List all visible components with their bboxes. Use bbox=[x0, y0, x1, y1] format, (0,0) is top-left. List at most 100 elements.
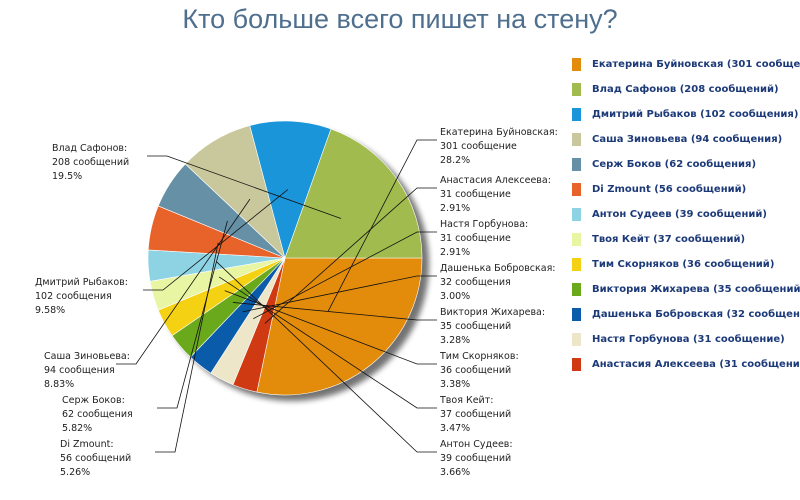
slice-label-твоя-кейт: Твоя Кейт: 37 сообщений 3.47% bbox=[439, 395, 511, 434]
slice-label-percent: 19.5% bbox=[52, 171, 82, 182]
slice-label-count: 36 сообщений bbox=[440, 365, 511, 376]
slice-label-percent: 2.91% bbox=[440, 247, 470, 258]
leader-line-твоя-кейт bbox=[218, 276, 437, 409]
legend-item-анастасия-алексеева: Анастасия Алексеева (31 сообщение) bbox=[572, 352, 800, 377]
slice-label-name: Екатерина Буйновская: bbox=[440, 127, 558, 138]
slice-label-name: Настя Горбунова: bbox=[440, 219, 528, 230]
legend-item-настя-горбунова: Настя Горбунова (31 сообщение) bbox=[572, 327, 800, 352]
slice-label-дмитрий-рыбаков: Дмитрий Рыбаков: 102 сообщения 9.58% bbox=[35, 277, 128, 316]
slice-label-анастасия-алексеева: Анастасия Алексеева: 31 сообщение 2.91% bbox=[440, 175, 551, 214]
legend-swatch bbox=[572, 83, 581, 96]
slice-label-percent: 9.58% bbox=[35, 305, 65, 316]
slice-label-count: 94 сообщения bbox=[44, 365, 115, 376]
leader-line-виктория-жихарева bbox=[232, 302, 437, 321]
slice-label-count: 39 сообщений bbox=[440, 453, 511, 464]
legend-swatch bbox=[572, 133, 581, 146]
legend-item-екатерина-буйновская: Екатерина Буйновская (301 сообщение) bbox=[572, 52, 800, 77]
slice-label-антон-судеев: Антон Судеев: 39 сообщений 3.66% bbox=[440, 439, 513, 478]
slice-label-count: 208 сообщений bbox=[52, 157, 129, 168]
legend-swatch bbox=[572, 258, 581, 271]
slice-labels: Екатерина Буйновская: 301 сообщение 28.2% А… bbox=[35, 127, 558, 478]
slice-label-name: Серж Боков: bbox=[62, 395, 125, 406]
legend-label: Екатерина Буйновская (301 сообщение) bbox=[592, 59, 800, 70]
slice-label-count: 31 сообщение bbox=[440, 189, 511, 200]
leader-line-di-zmount bbox=[155, 242, 219, 453]
legend-label: Серж Боков (62 сообщения) bbox=[592, 159, 757, 170]
leader-line-саша-зиновьева bbox=[116, 198, 251, 365]
slice-label-name: Тим Скорняков: bbox=[439, 351, 519, 362]
slice-label-percent: 3.47% bbox=[440, 423, 470, 434]
legend-label: Твоя Кейт (37 сообщений) bbox=[592, 234, 746, 245]
leader-line-анастасия-алексеева bbox=[264, 187, 437, 324]
legend-swatch bbox=[572, 333, 581, 346]
pie-slice-дмитрий-рыбаков bbox=[249, 120, 332, 260]
slice-label-name: Дмитрий Рыбаков: bbox=[35, 277, 128, 288]
slice-label-percent: 3.00% bbox=[440, 291, 470, 302]
legend-swatch bbox=[572, 283, 581, 296]
slice-label-виктория-жихарева: Виктория Жихарева: 35 сообщений 3.28% bbox=[440, 307, 545, 346]
slice-label-name: Di Zmount: bbox=[60, 439, 114, 450]
legend-item-виктория-жихарева: Виктория Жихарева (35 сообщений) bbox=[572, 277, 800, 302]
legend-item-дмитрий-рыбаков: Дмитрий Рыбаков (102 сообщения) bbox=[572, 102, 800, 127]
legend-item-антон-судеев: Антон Судеев (39 сообщений) bbox=[572, 202, 800, 227]
legend-label: Влад Сафонов (208 сообщений) bbox=[592, 84, 779, 95]
legend-label: Дашенька Бобровская (32 сообщения) bbox=[592, 309, 800, 320]
slice-label-di-zmount: Di Zmount: 56 сообщений 5.26% bbox=[60, 439, 131, 478]
legend-swatch bbox=[572, 208, 581, 221]
legend-item-влад-сафонов: Влад Сафонов (208 сообщений) bbox=[572, 77, 800, 102]
slice-label-percent: 3.66% bbox=[440, 467, 470, 478]
slice-label-влад-сафонов: Влад Сафонов: 208 сообщений 19.5% bbox=[52, 143, 129, 182]
slice-label-count: 301 сообщение bbox=[440, 141, 517, 152]
leader-line-дмитрий-рыбаков bbox=[143, 189, 289, 291]
pie-slice-екатерина-буйновская bbox=[256, 257, 423, 396]
slice-label-name: Виктория Жихарева: bbox=[440, 307, 545, 318]
slice-label-name: Дашенька Бобровская: bbox=[440, 263, 556, 274]
slice-label-name: Саша Зиновьева: bbox=[44, 351, 130, 362]
legend: Екатерина Буйновская (301 сообщение) Влад… bbox=[572, 52, 800, 377]
legend-item-твоя-кейт: Твоя Кейт (37 сообщений) bbox=[572, 227, 800, 252]
slice-label-серж-боков: Серж Боков: 62 сообщения 5.82% bbox=[62, 395, 133, 434]
leader-line-серж-боков bbox=[157, 220, 228, 409]
slice-label-name: Твоя Кейт: bbox=[439, 395, 493, 406]
slice-label-name: Влад Сафонов: bbox=[52, 143, 127, 154]
leader-line-антон-судеев bbox=[216, 261, 437, 453]
slice-label-екатерина-буйновская: Екатерина Буйновская: 301 сообщение 28.2% bbox=[440, 127, 558, 166]
legend-swatch bbox=[572, 358, 581, 371]
slice-label-саша-зиновьева: Саша Зиновьева: 94 сообщения 8.83% bbox=[44, 351, 130, 390]
leader-line-влад-сафонов bbox=[147, 155, 342, 219]
legend-swatch bbox=[572, 183, 581, 196]
chart-title: Кто больше всего пишет на стену? bbox=[182, 4, 618, 34]
slice-label-тим-скорняков: Тим Скорняков: 36 сообщений 3.38% bbox=[439, 351, 519, 390]
legend-swatch bbox=[572, 158, 581, 171]
slice-label-настя-горбунова: Настя Горбунова: 31 сообщение 2.91% bbox=[440, 219, 528, 258]
legend-label: Антон Судеев (39 сообщений) bbox=[592, 209, 767, 220]
slice-label-count: 35 сообщений bbox=[440, 321, 511, 332]
slice-label-percent: 28.2% bbox=[440, 155, 470, 166]
legend-swatch bbox=[572, 108, 581, 121]
legend-item-саша-зиновьева: Саша Зиновьева (94 сообщения) bbox=[572, 127, 800, 152]
legend-label: Анастасия Алексеева (31 сообщение) bbox=[592, 359, 800, 370]
legend-item-дашенька-бобровская: Дашенька Бобровская (32 сообщения) bbox=[572, 302, 800, 327]
legend-swatch bbox=[572, 233, 581, 246]
slice-label-percent: 3.28% bbox=[440, 335, 470, 346]
slice-label-percent: 3.38% bbox=[440, 379, 470, 390]
legend-swatch bbox=[572, 308, 581, 321]
legend-label: Виктория Жихарева (35 сообщений) bbox=[592, 284, 800, 295]
legend-label: Тим Скорняков (36 сообщений) bbox=[592, 259, 775, 270]
leader-line-настя-горбунова bbox=[253, 231, 437, 320]
leader-line-дашенька-бобровская bbox=[242, 275, 437, 313]
slice-label-count: 37 сообщений bbox=[440, 409, 511, 420]
legend-label: Di Zmount (56 сообщений) bbox=[592, 184, 747, 195]
slice-label-count: 62 сообщения bbox=[62, 409, 133, 420]
slice-label-percent: 5.26% bbox=[60, 467, 90, 478]
slice-label-count: 56 сообщений bbox=[60, 453, 131, 464]
legend-item-di-zmount: Di Zmount (56 сообщений) bbox=[572, 177, 800, 202]
legend-item-серж-боков: Серж Боков (62 сообщения) bbox=[572, 152, 800, 177]
slice-label-дашенька-бобровская: Дашенька Бобровская: 32 сообщения 3.00% bbox=[440, 263, 556, 302]
slice-label-percent: 2.91% bbox=[440, 203, 470, 214]
slice-label-percent: 8.83% bbox=[44, 379, 74, 390]
slice-label-count: 102 сообщения bbox=[35, 291, 112, 302]
slice-label-percent: 5.82% bbox=[62, 423, 92, 434]
slice-label-name: Анастасия Алексеева: bbox=[440, 175, 551, 186]
